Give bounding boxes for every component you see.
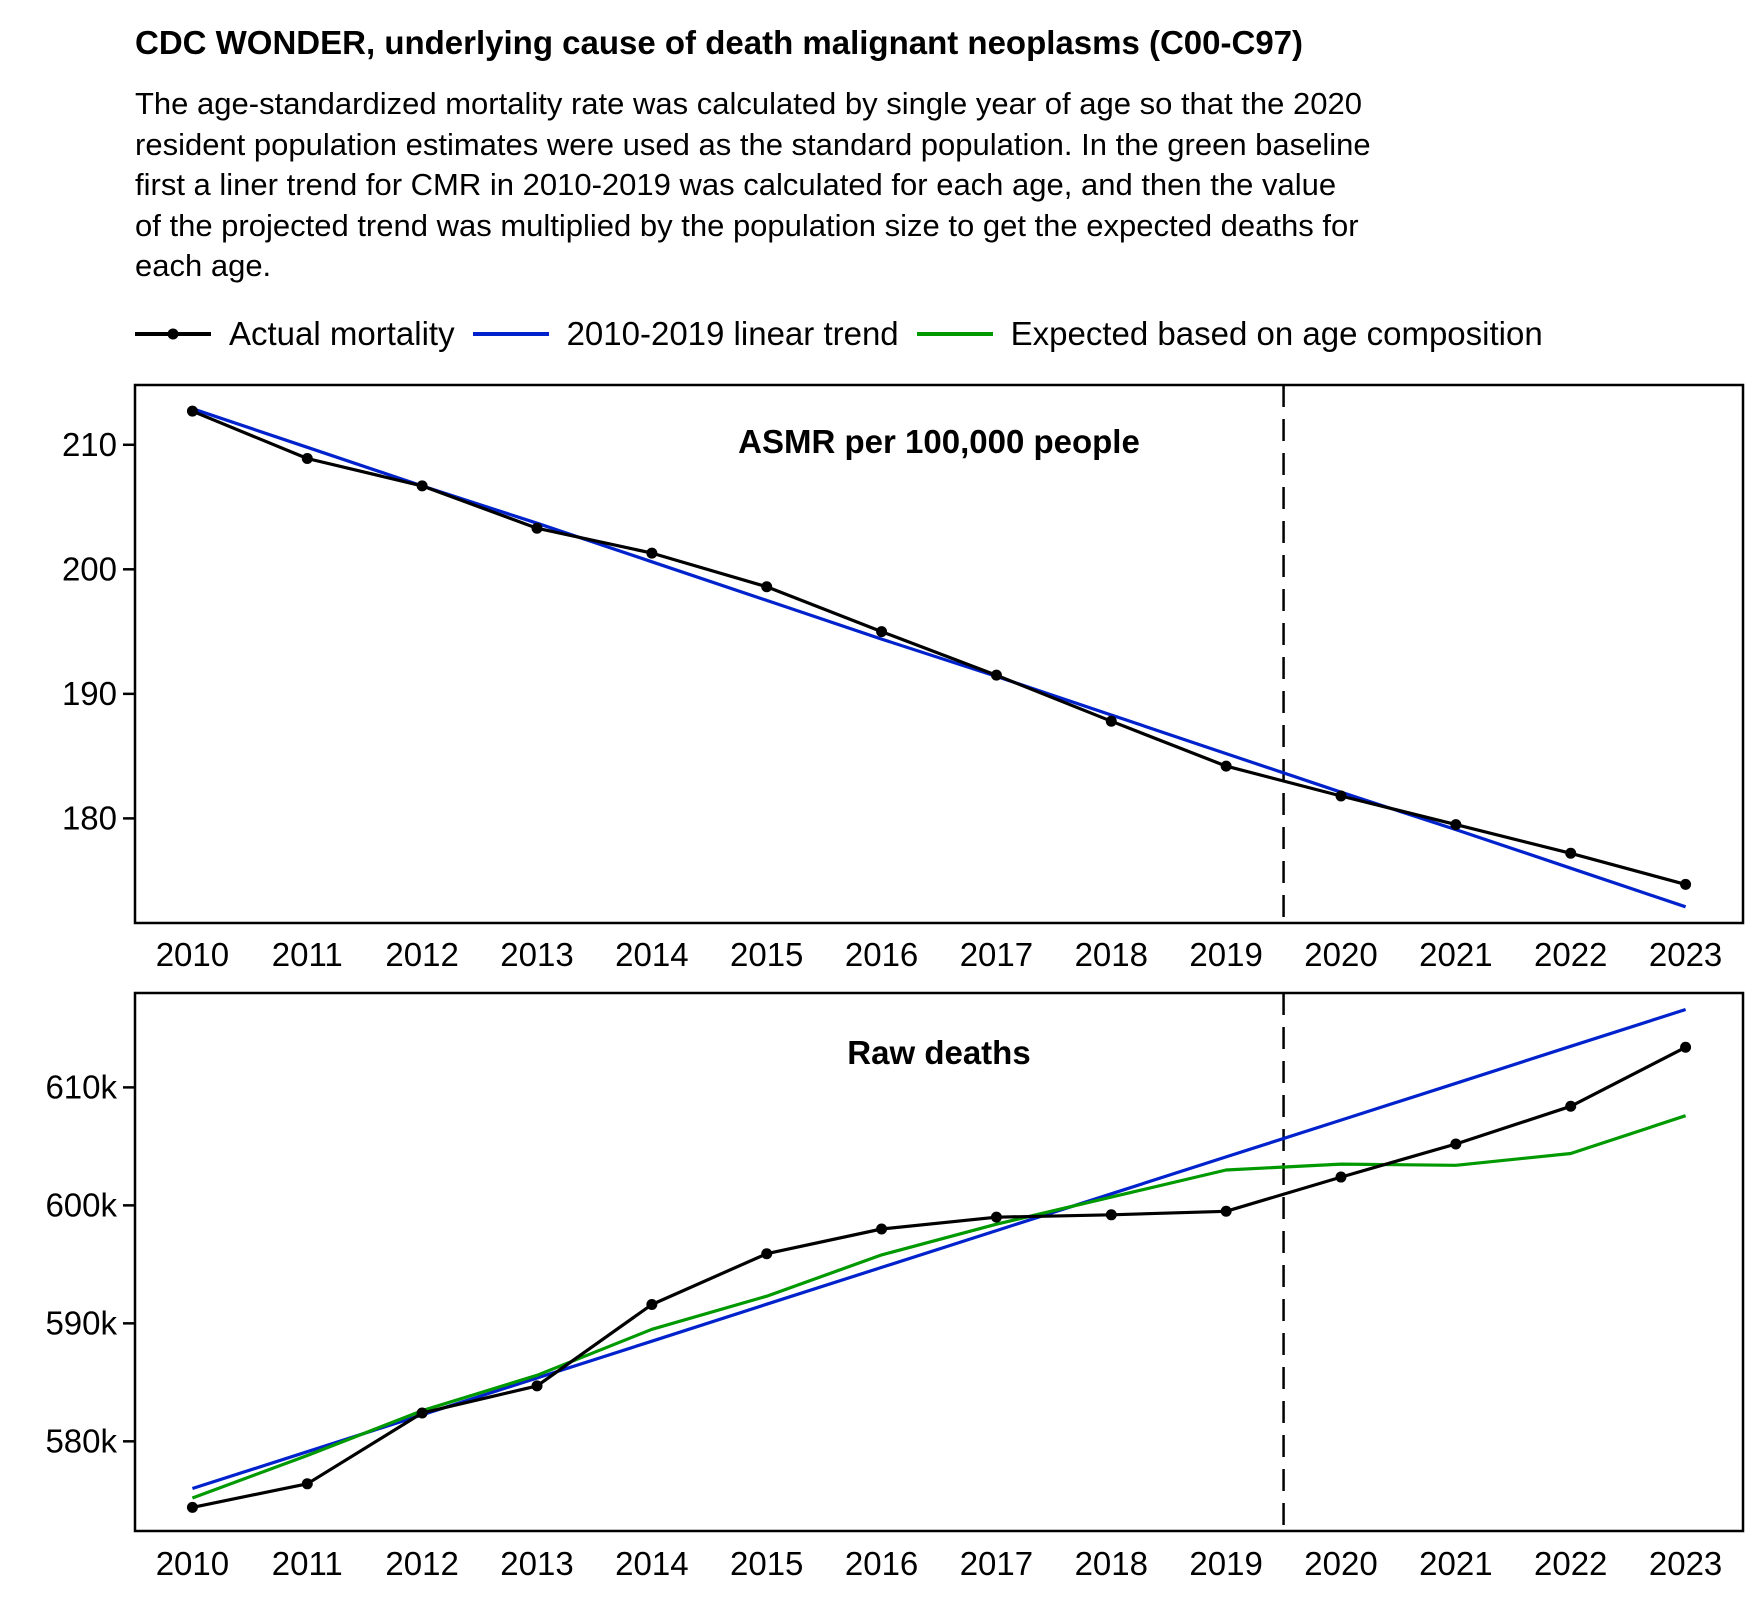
asmr-point-2013 [531, 522, 543, 534]
asmr-point-2018 [1105, 715, 1117, 727]
deaths-panel-title: Raw deaths [847, 1034, 1030, 1071]
legend-label-actual: Actual mortality [229, 315, 455, 352]
asmr-point-2014 [646, 547, 658, 559]
deaths-series-actual-mortality [192, 1045, 1687, 1509]
asmr-point-2016 [876, 626, 888, 638]
deaths-x-tick-label: 2022 [1534, 1545, 1607, 1582]
deaths-x-tick-label: 2013 [500, 1545, 573, 1582]
asmr-x-tick-label: 2017 [960, 936, 1033, 973]
deaths-y-tick-label: 590k [45, 1304, 117, 1341]
deaths-x-tick-label: 2021 [1419, 1545, 1492, 1582]
legend: Actual mortality 2010-2019 linear trend … [135, 312, 1561, 356]
asmr-point-2011 [301, 452, 313, 464]
asmr-x-tick-label: 2010 [156, 936, 229, 973]
legend-label-expected: Expected based on age composition [1010, 315, 1543, 352]
asmr-x-tick-label: 2020 [1304, 936, 1377, 973]
asmr-x-tick-label: 2023 [1649, 936, 1722, 973]
deaths-point-2023 [1680, 1041, 1692, 1053]
legend-item-actual: Actual mortality [135, 315, 455, 353]
legend-label-trend: 2010-2019 linear trend [566, 315, 899, 352]
asmr-x-tick-label: 2016 [845, 936, 918, 973]
deaths-y-tick-label: 610k [45, 1068, 117, 1105]
legend-swatch-trend [472, 332, 549, 336]
deaths-point-2017 [990, 1211, 1002, 1223]
subtitle-line: of the projected trend was multiplied by… [135, 207, 1359, 243]
asmr-x-tick-label: 2013 [500, 936, 573, 973]
asmr-point-2021 [1450, 819, 1462, 831]
legend-item-trend: 2010-2019 linear trend [472, 315, 899, 353]
deaths-x-tick-label: 2019 [1189, 1545, 1262, 1582]
asmr-point-2023 [1680, 878, 1692, 890]
asmr-point-2015 [761, 581, 773, 593]
asmr-panel-frame [133, 383, 1745, 925]
deaths-x-tick-label: 2018 [1075, 1545, 1148, 1582]
deaths-point-2020 [1335, 1171, 1347, 1183]
asmr-point-2020 [1335, 790, 1347, 802]
asmr-point-2017 [990, 669, 1002, 681]
deaths-y-tick-label: 580k [45, 1422, 117, 1459]
asmr-x-tick-label: 2018 [1075, 936, 1148, 973]
deaths-point-2010 [186, 1501, 198, 1513]
asmr-x-tick-label: 2012 [385, 936, 458, 973]
deaths-x-tick-label: 2016 [845, 1545, 918, 1582]
deaths-x-tick-label: 2014 [615, 1545, 688, 1582]
subtitle-line: resident population estimates were used … [135, 126, 1371, 162]
deaths-x-tick-label: 2011 [272, 1545, 343, 1582]
deaths-x-tick-label: 2012 [385, 1545, 458, 1582]
asmr-y-tick-label: 210 [62, 426, 117, 463]
deaths-x-tick-label: 2010 [156, 1545, 229, 1582]
asmr-y-tick-label: 180 [62, 799, 117, 836]
deaths-point-2016 [876, 1223, 888, 1235]
deaths-x-tick-label: 2017 [960, 1545, 1033, 1582]
deaths-panel-frame [133, 991, 1745, 1533]
legend-swatch-expected [916, 332, 993, 336]
asmr-point-2019 [1220, 760, 1232, 772]
deaths-point-2021 [1450, 1138, 1462, 1150]
deaths-x-tick-label: 2015 [730, 1545, 803, 1582]
asmr-x-tick-label: 2011 [272, 936, 343, 973]
deaths-y-tick-label: 600k [45, 1186, 117, 1223]
subtitle-line: each age. [135, 248, 272, 283]
deaths-x-tick-label: 2020 [1304, 1545, 1377, 1582]
deaths-point-2019 [1220, 1205, 1232, 1217]
deaths-point-2018 [1105, 1209, 1117, 1221]
asmr-x-tick-label: 2021 [1419, 936, 1492, 973]
deaths-point-2015 [761, 1248, 773, 1260]
chart-subtitle: The age-standardized mortality rate was … [135, 84, 1745, 287]
asmr-x-tick-label: 2019 [1189, 936, 1262, 973]
asmr-x-tick-label: 2015 [730, 936, 803, 973]
deaths-x-tick-label: 2023 [1649, 1545, 1722, 1582]
asmr-point-2012 [416, 480, 428, 492]
asmr-x-tick-label: 2022 [1534, 936, 1607, 973]
asmr-point-2022 [1565, 847, 1577, 859]
deaths-point-2012 [416, 1407, 428, 1419]
asmr-panel-title: ASMR per 100,000 people [738, 423, 1140, 460]
asmr-y-tick-label: 190 [62, 675, 117, 712]
subtitle-line: The age-standardized mortality rate was … [135, 86, 1362, 121]
chart-title: CDC WONDER, underlying cause of death ma… [135, 24, 1304, 61]
asmr-y-tick-label: 200 [62, 550, 117, 587]
deaths-point-2013 [531, 1380, 543, 1392]
legend-item-expected: Expected based on age composition [916, 315, 1543, 353]
deaths-series-expected-based-on-age-composition [191, 1114, 1687, 1500]
deaths-point-2014 [646, 1298, 658, 1310]
deaths-point-2011 [301, 1478, 313, 1490]
subtitle-line: first a liner trend for CMR in 2010-2019… [135, 167, 1337, 202]
legend-swatch-actual [135, 328, 211, 340]
asmr-series-actual-mortality [191, 409, 1687, 886]
asmr-point-2010 [186, 405, 198, 417]
deaths-point-2022 [1565, 1100, 1577, 1112]
asmr-x-tick-label: 2014 [615, 936, 688, 973]
